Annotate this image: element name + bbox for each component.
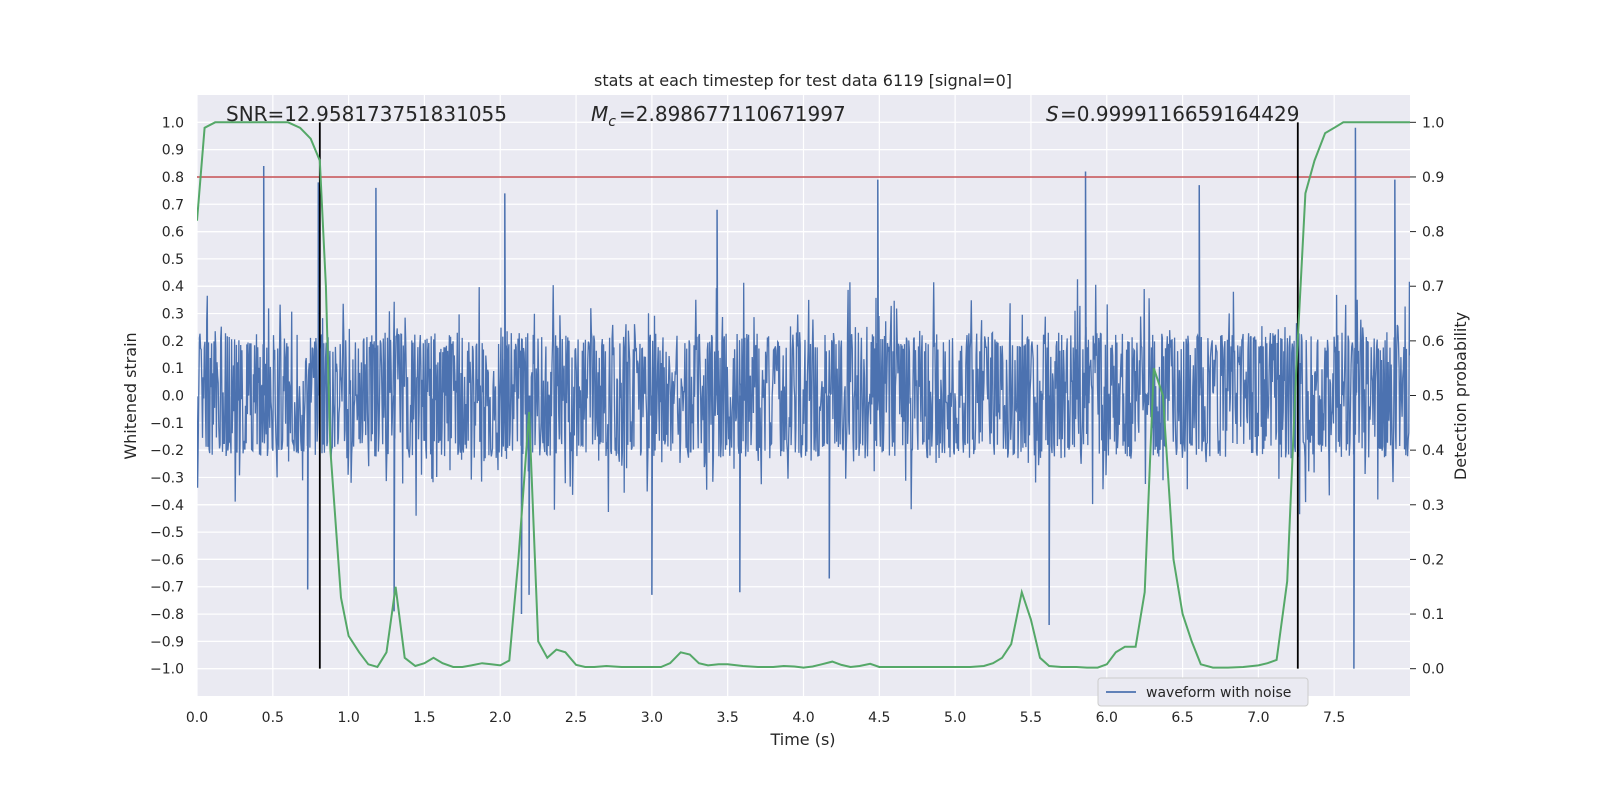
- x-tick-label: 1.5: [413, 710, 435, 726]
- left-tick-label: 0.9: [162, 143, 184, 159]
- waveform-peak: [317, 182, 320, 396]
- x-tick-label: 3.0: [641, 710, 663, 726]
- x-tick-label: 6.0: [1096, 710, 1118, 726]
- left-axis-ticks: 1.0 0.9 0.8 0.7 0.6 0.5 0.4 0.3 0.2 0.1 0.0 −0.1 −0.…: [150, 115, 184, 677]
- right-tick-label: 0.0: [1422, 662, 1444, 678]
- mc-annotation-symbol: Mc: [591, 102, 616, 130]
- waveform-peak: [306, 395, 310, 590]
- waveform-peak: [262, 166, 266, 396]
- x-tick-label: 1.0: [337, 710, 359, 726]
- x-tick-label: 2.5: [565, 710, 587, 726]
- x-tick-label: 7.0: [1247, 710, 1269, 726]
- detection-probability-line: [197, 121, 1410, 669]
- waveform-peak: [739, 395, 742, 593]
- left-axis-label: Whitened strain: [121, 332, 140, 459]
- x-axis-label: Time (s): [769, 730, 835, 749]
- waveform-peak: [1354, 127, 1357, 396]
- waveform-series: [197, 127, 1410, 669]
- x-tick-label: 6.5: [1171, 710, 1193, 726]
- right-tick-label: 0.9: [1422, 170, 1444, 186]
- left-tick-label: −0.9: [150, 634, 184, 650]
- x-tick-label: 3.5: [717, 710, 739, 726]
- waveform-peak: [651, 395, 654, 595]
- left-tick-label: 0.8: [162, 170, 184, 186]
- right-tick-label: 0.8: [1422, 225, 1444, 241]
- left-tick-label: 1.0: [162, 115, 184, 131]
- waveform-peak: [828, 395, 831, 579]
- x-tick-label: 0.0: [186, 710, 208, 726]
- snr-annotation: SNR=12.958173751831055: [226, 102, 507, 126]
- waveform-noise-line: [197, 279, 1410, 516]
- x-tick-label: 2.0: [489, 710, 511, 726]
- x-tick-label: 4.5: [868, 710, 890, 726]
- waveform-peak: [520, 395, 523, 615]
- left-tick-label: −0.7: [150, 580, 184, 596]
- left-tick-label: 0.5: [162, 252, 184, 268]
- waveform-peak: [1198, 185, 1201, 396]
- legend: waveform with noise: [1097, 677, 1309, 707]
- waveform-peak: [1353, 395, 1356, 669]
- x-tick-label: 5.0: [944, 710, 966, 726]
- right-tick-label: 1.0: [1422, 115, 1444, 131]
- left-tick-label: 0.4: [162, 279, 184, 295]
- left-tick-label: −1.0: [150, 662, 184, 678]
- left-tick-label: 0.0: [162, 389, 184, 405]
- left-tick-label: −0.8: [150, 607, 184, 623]
- left-tick-label: 0.7: [162, 197, 184, 213]
- left-tick-label: −0.3: [150, 470, 184, 486]
- waveform-peak: [1048, 395, 1051, 625]
- right-tick-label: 0.7: [1422, 279, 1444, 295]
- right-tick-label: 0.2: [1422, 552, 1444, 568]
- mc-annotation-value: =2.898677110671997: [619, 102, 846, 126]
- x-tick-label: 0.5: [262, 710, 284, 726]
- left-tick-label: −0.6: [150, 552, 184, 568]
- waveform-peak: [393, 395, 396, 612]
- waveform-peak: [877, 179, 880, 396]
- left-tick-label: −0.5: [150, 525, 184, 541]
- waveform-peak: [504, 193, 507, 396]
- x-tick-label: 5.5: [1020, 710, 1042, 726]
- right-axis-ticks: 1.0 0.9 0.8 0.7 0.6 0.5 0.4 0.3 0.2 0.1 0.0: [1410, 115, 1444, 678]
- right-tick-label: 0.1: [1422, 607, 1444, 623]
- waveform-peak: [1084, 171, 1087, 396]
- legend-box: [1097, 677, 1309, 707]
- waveform-peak: [716, 209, 719, 396]
- overlay-lines: [197, 121, 1410, 669]
- chart-title: stats at each timestep for test data 611…: [594, 71, 1012, 90]
- left-tick-label: 0.3: [162, 307, 184, 323]
- x-tick-label: 4.0: [792, 710, 814, 726]
- right-tick-label: 0.6: [1422, 334, 1444, 350]
- legend-label: waveform with noise: [1146, 685, 1291, 701]
- left-tick-label: 0.2: [162, 334, 184, 350]
- left-tick-label: 0.1: [162, 361, 184, 377]
- right-tick-label: 0.3: [1422, 498, 1444, 514]
- waveform-peak: [375, 187, 378, 396]
- right-axis-label: Detection probability: [1451, 312, 1470, 480]
- left-tick-label: −0.2: [150, 443, 184, 459]
- left-tick-label: −0.1: [150, 416, 184, 432]
- s-annotation-value: =0.9999116659164429: [1060, 102, 1299, 126]
- left-tick-label: −0.4: [150, 498, 184, 514]
- x-axis-ticks: 0.0 0.5 1.0 1.5 2.0 2.5 3.0 3.5 4.0 4.5 5.0 5.5 6.0 6…: [186, 710, 1345, 726]
- waveform-peak: [1394, 179, 1397, 396]
- s-annotation-symbol: S: [1046, 102, 1059, 126]
- left-tick-label: 0.6: [162, 225, 184, 241]
- right-tick-label: 0.5: [1422, 389, 1444, 405]
- right-tick-label: 0.4: [1422, 443, 1444, 459]
- x-tick-label: 7.5: [1323, 710, 1345, 726]
